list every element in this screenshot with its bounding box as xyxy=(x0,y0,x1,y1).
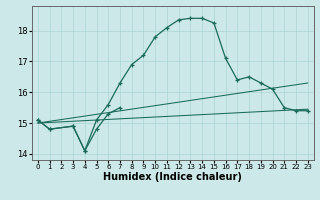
X-axis label: Humidex (Indice chaleur): Humidex (Indice chaleur) xyxy=(103,172,242,182)
